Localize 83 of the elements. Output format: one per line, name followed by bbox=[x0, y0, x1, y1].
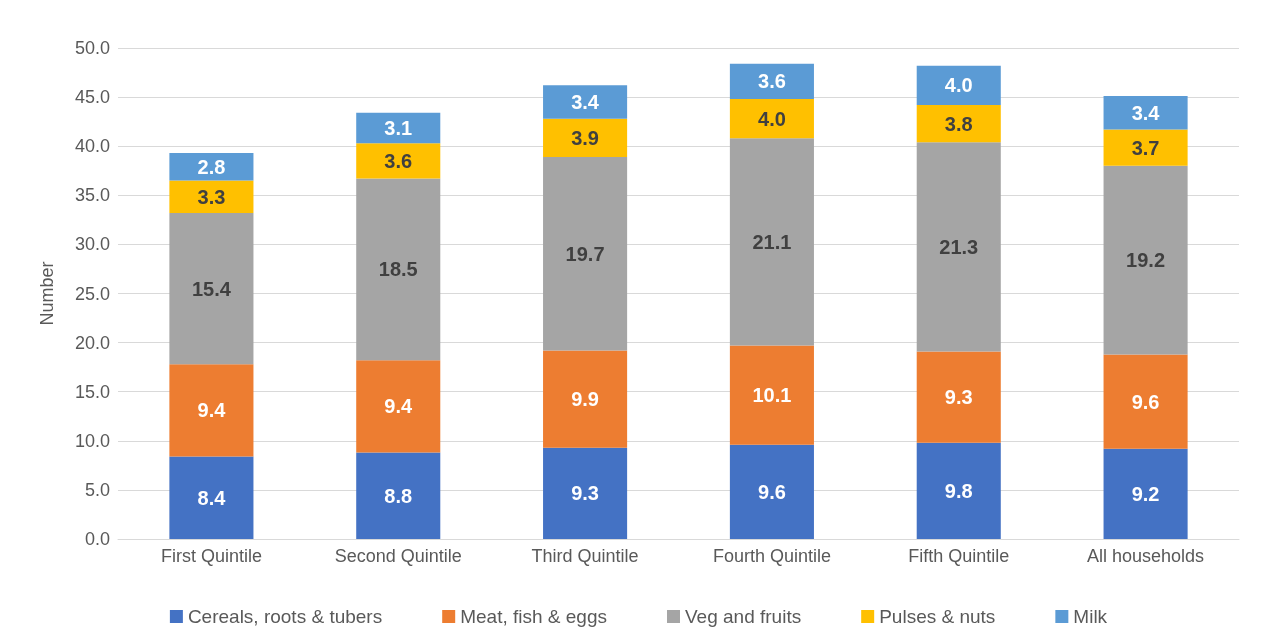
bar bbox=[916, 351, 1001, 443]
bar bbox=[169, 456, 254, 539]
data-label: 4.0 bbox=[758, 107, 786, 130]
bar bbox=[1103, 165, 1188, 355]
data-label: 3.1 bbox=[384, 117, 413, 140]
data-label: 19.7 bbox=[565, 242, 605, 265]
data-label: 9.2 bbox=[1131, 482, 1160, 505]
bar bbox=[356, 143, 441, 179]
bar bbox=[543, 118, 628, 157]
data-label: 19.2 bbox=[1126, 249, 1166, 272]
bar bbox=[729, 138, 814, 346]
bar bbox=[1103, 354, 1188, 449]
data-label: 3.6 bbox=[758, 70, 786, 93]
y-axis-title: Number bbox=[37, 261, 57, 326]
bar bbox=[356, 178, 441, 361]
data-label: 9.4 bbox=[197, 399, 227, 422]
data-label: 9.6 bbox=[758, 480, 786, 503]
data-label: 9.8 bbox=[944, 479, 973, 502]
bar bbox=[169, 212, 254, 365]
bar bbox=[729, 63, 814, 100]
bar bbox=[169, 153, 254, 181]
y-tick-label: 50.0 bbox=[74, 38, 110, 58]
x-tick-label: First Quintile bbox=[160, 546, 262, 566]
legend-label: Pulses & nuts bbox=[879, 606, 996, 627]
data-label: 21.3 bbox=[939, 235, 979, 258]
bar bbox=[916, 142, 1001, 352]
data-label: 18.5 bbox=[378, 258, 418, 281]
bar bbox=[543, 350, 628, 448]
x-tick-label: Fourth Quintile bbox=[712, 546, 831, 566]
y-tick-label: 35.0 bbox=[74, 185, 110, 206]
data-label: 2.8 bbox=[197, 155, 226, 178]
data-label: 9.3 bbox=[571, 482, 599, 505]
bar bbox=[356, 112, 441, 144]
y-tick-label: 40.0 bbox=[74, 136, 110, 157]
data-label: 3.4 bbox=[571, 91, 600, 114]
y-tick-label: 30.0 bbox=[74, 234, 110, 255]
bar bbox=[356, 452, 441, 539]
data-label: 9.9 bbox=[571, 388, 599, 411]
y-tick-label: 0.0 bbox=[84, 529, 110, 549]
bar bbox=[916, 442, 1001, 539]
data-label: 9.6 bbox=[1131, 390, 1160, 413]
y-tick-label: 5.0 bbox=[84, 479, 110, 500]
y-tick-label: 45.0 bbox=[74, 87, 110, 108]
x-tick-label: Third Quintile bbox=[531, 546, 639, 566]
bar bbox=[729, 444, 814, 539]
bar bbox=[916, 104, 1001, 143]
data-label: 8.8 bbox=[384, 484, 413, 507]
legend-label: Cereals, roots & tubers bbox=[187, 606, 383, 627]
data-label: 3.4 bbox=[1131, 101, 1161, 124]
data-label: 4.0 bbox=[944, 74, 973, 97]
data-label: 9.3 bbox=[944, 386, 973, 409]
data-label: 15.4 bbox=[191, 277, 232, 300]
data-label: 21.1 bbox=[752, 230, 792, 253]
bar bbox=[169, 180, 254, 213]
bar bbox=[916, 65, 1001, 105]
data-label: 3.7 bbox=[1131, 136, 1160, 159]
bar bbox=[1103, 96, 1188, 130]
x-tick-label: All households bbox=[1087, 546, 1205, 566]
legend-label: Meat, fish & eggs bbox=[460, 606, 607, 627]
bar bbox=[729, 345, 814, 445]
y-tick-label: 25.0 bbox=[74, 283, 110, 304]
bar bbox=[1103, 448, 1188, 539]
bar bbox=[543, 447, 628, 539]
x-tick-label: Second Quintile bbox=[334, 546, 462, 566]
data-label: 10.1 bbox=[752, 384, 792, 407]
bar bbox=[729, 99, 814, 139]
legend-label: Milk bbox=[1073, 606, 1108, 627]
data-label: 3.9 bbox=[571, 126, 599, 149]
y-tick-label: 15.0 bbox=[74, 381, 110, 402]
data-label: 3.6 bbox=[384, 149, 413, 172]
bar bbox=[169, 364, 254, 457]
bar bbox=[356, 360, 441, 453]
bar bbox=[543, 85, 628, 119]
bar bbox=[543, 157, 628, 351]
data-label: 8.4 bbox=[197, 486, 227, 509]
y-tick-label: 10.0 bbox=[74, 430, 110, 451]
legend-label: Veg and fruits bbox=[684, 606, 802, 627]
data-label: 3.3 bbox=[197, 185, 226, 208]
data-label: 3.8 bbox=[944, 112, 973, 135]
x-tick-label: Fifth Quintile bbox=[908, 546, 1010, 566]
y-tick-label: 20.0 bbox=[74, 332, 110, 353]
data-label: 9.4 bbox=[384, 395, 414, 418]
bar bbox=[1103, 129, 1188, 166]
